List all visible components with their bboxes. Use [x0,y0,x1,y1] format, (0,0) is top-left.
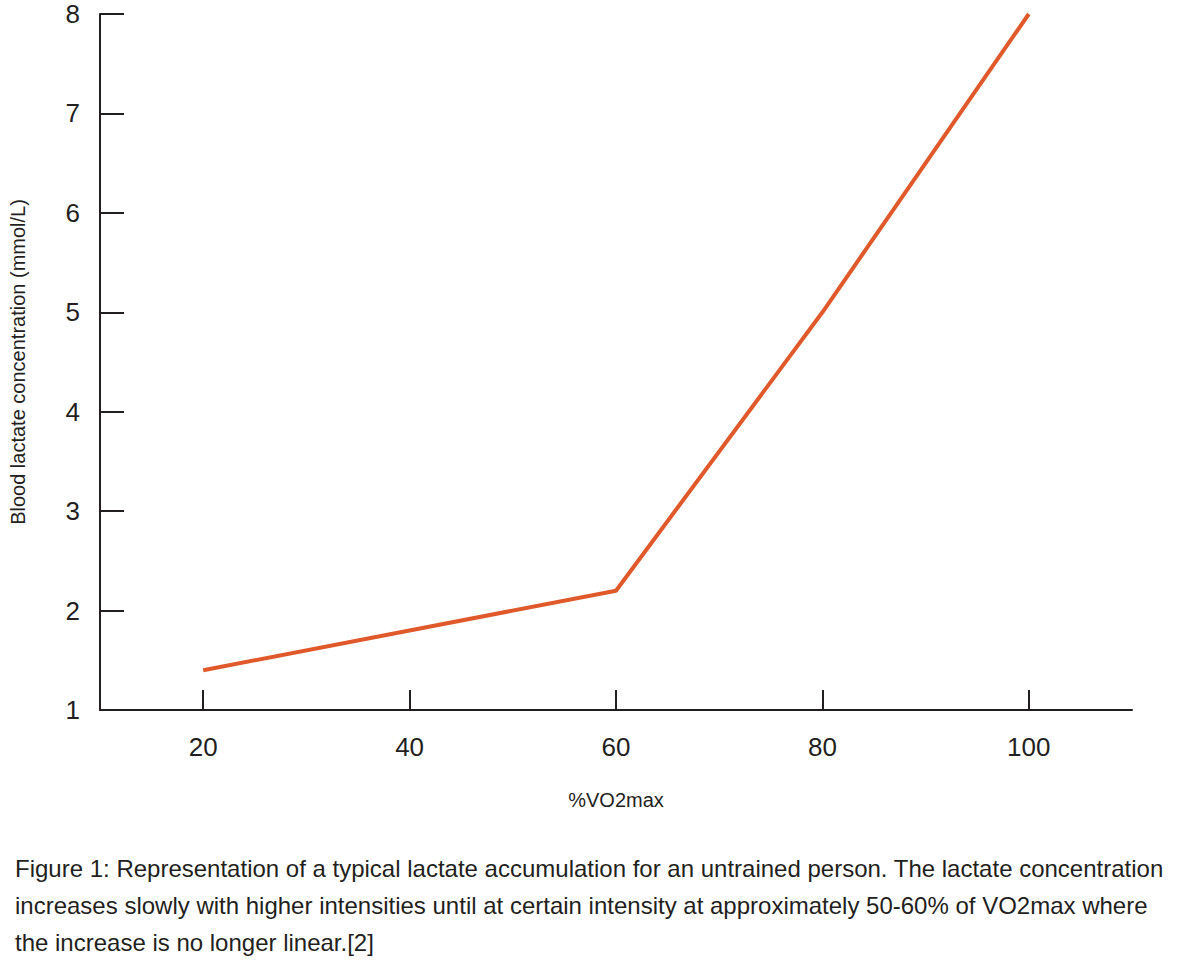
svg-text:the increase is no longer line: the increase is no longer linear.[2] [15,929,374,956]
svg-text:1: 1 [66,695,80,725]
svg-text:5: 5 [66,297,80,327]
svg-text:increases slowly with higher i: increases slowly with higher intensities… [15,892,1154,919]
svg-text:40: 40 [395,732,424,762]
svg-text:6: 6 [66,198,80,228]
svg-text:60: 60 [602,732,631,762]
svg-text:2: 2 [66,596,80,626]
svg-text:%VO2max: %VO2max [568,789,664,811]
svg-text:80: 80 [808,732,837,762]
svg-text:8: 8 [66,0,80,29]
svg-text:7: 7 [66,98,80,128]
svg-text:Figure 1: Representation of a: Figure 1: Representation of a typical la… [15,855,1170,882]
svg-text:100: 100 [1007,732,1050,762]
svg-text:3: 3 [66,496,80,526]
svg-text:Blood lactate concentration (m: Blood lactate concentration (mmol/L) [7,199,29,525]
svg-text:20: 20 [189,732,218,762]
svg-text:4: 4 [66,397,80,427]
